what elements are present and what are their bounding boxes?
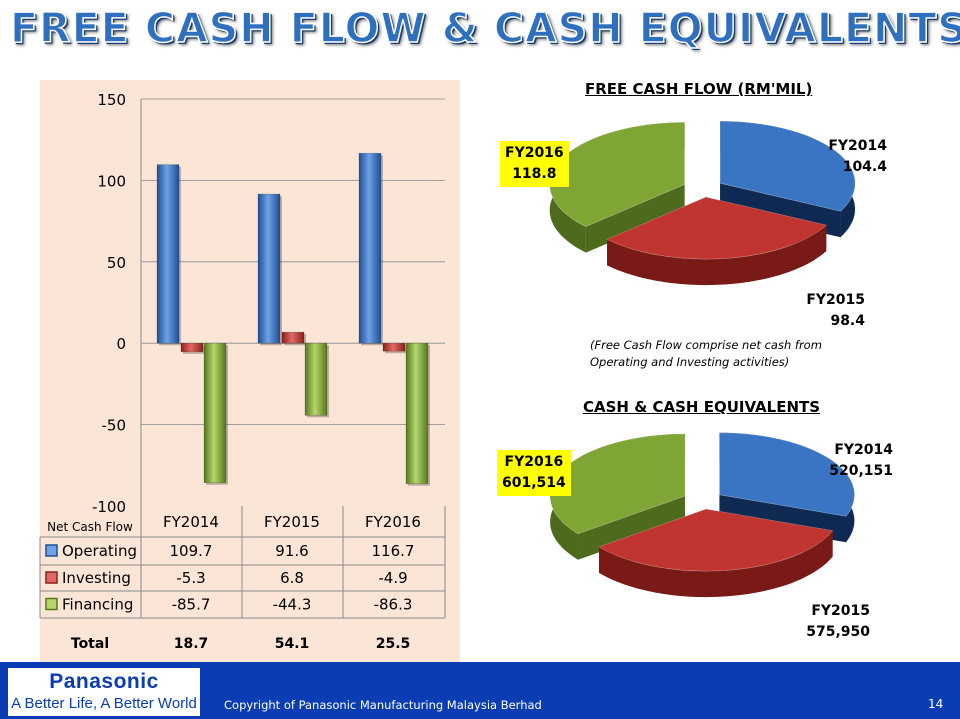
total-label: Total: [71, 636, 109, 652]
cash-slice-side-fy2015: [599, 530, 833, 598]
cash-label-fy2014: FY2014 520,151: [790, 440, 893, 482]
cash-label-fy2014-year: FY2014: [834, 442, 893, 458]
cash-pie-chart: [549, 432, 855, 598]
cash-label-fy2016-value: 601,514: [502, 475, 566, 491]
fcf-slice-fy2014: [719, 120, 856, 212]
data-label: 109.7: [170, 542, 213, 560]
cash-label-fy2014-value: 520,151: [829, 463, 893, 479]
bar-investing-fy2014: [180, 342, 204, 353]
page-number: 14: [928, 697, 944, 711]
fcf-label-fy2015-year: FY2015: [806, 292, 865, 308]
data-label: -86.3: [374, 596, 413, 614]
series-label-operating: Operating: [62, 542, 137, 560]
y-tick-label: -50: [102, 417, 127, 435]
category-label: FY2015: [264, 513, 320, 531]
cash-pie-title: CASH & CASH EQUIVALENTS: [583, 398, 821, 416]
fcf-label-fy2016-year: FY2016: [505, 145, 564, 161]
total-value: 25.5: [376, 636, 411, 652]
data-label: -44.3: [273, 596, 312, 614]
data-label: -4.9: [378, 569, 407, 587]
logo-brand: Panasonic: [49, 670, 159, 693]
page-title: FREE CASH FLOW & CASH EQUIVALENTS: [9, 3, 960, 53]
fcf-label-fy2014: FY2014 104.4: [790, 136, 887, 178]
bar-financing-fy2014: [203, 342, 227, 484]
bar-investing-fy2016: [382, 342, 406, 352]
fcf-note: (Free Cash Flow comprise net cash from O…: [590, 337, 860, 371]
fcf-slice-face-fy2016: [585, 184, 685, 253]
cash-slice-fy2015: [598, 508, 834, 572]
table-row-header: Net Cash Flow: [47, 520, 133, 534]
category-label: FY2016: [365, 513, 421, 531]
bar-investing-fy2015: [281, 331, 305, 344]
fcf-slice-fy2015: [606, 196, 828, 260]
fcf-slice-side-fy2015: [607, 225, 827, 286]
green-legend-icon: [45, 597, 58, 611]
blue-legend-icon: [45, 544, 58, 557]
panasonic-logo: Panasonic A Better Life, A Better World: [8, 668, 200, 716]
data-label: 116.7: [372, 542, 415, 560]
cash-label-fy2015-year: FY2015: [811, 603, 870, 619]
fcf-pie-title: FREE CASH FLOW (RM'MIL): [585, 80, 813, 98]
fcf-label-fy2014-year: FY2014: [828, 138, 887, 154]
bar-financing-fy2016: [405, 342, 429, 484]
cash-label-fy2016-year: FY2016: [504, 454, 564, 470]
series-label-investing: Investing: [62, 569, 131, 587]
fcf-label-fy2015-value: 98.4: [830, 313, 865, 329]
category-label: FY2014: [163, 513, 219, 531]
total-value: 54.1: [275, 636, 310, 652]
data-label: -85.7: [172, 596, 211, 614]
total-value: 18.7: [174, 636, 209, 652]
y-tick-label: -100: [92, 498, 126, 516]
copyright-text: Copyright of Panasonic Manufacturing Mal…: [224, 698, 542, 712]
fcf-label-fy2014-value: 104.4: [842, 159, 887, 175]
bar-operating-fy2014: [156, 164, 180, 344]
fcf-pie-chart: [549, 120, 856, 286]
y-tick-label: 50: [107, 254, 126, 272]
logo-tagline: A Better Life, A Better World: [11, 695, 197, 712]
cash-label-fy2015-value: 575,950: [806, 624, 870, 640]
fcf-note-line2: Operating and Investing activities): [590, 355, 790, 369]
net-cash-flow-chart: 150 100 50 0 -50 -100 Net Cash Flow FY2014 FY201…: [39, 91, 446, 652]
cash-slice-fy2014: [719, 432, 855, 517]
y-tick-label: 150: [97, 91, 126, 109]
y-tick-label: 100: [97, 172, 126, 190]
series-label-financing: Financing: [62, 596, 133, 614]
bar-operating-fy2015: [257, 193, 281, 344]
cash-label-fy2015: FY2015 575,950: [770, 601, 870, 643]
fcf-label-fy2016-value: 118.8: [512, 166, 557, 182]
cash-slice-face-fy2016: [578, 495, 686, 560]
fcf-note-line1: (Free Cash Flow comprise net cash from: [590, 338, 822, 352]
bar-financing-fy2015: [304, 342, 328, 416]
data-label: -5.3: [176, 569, 205, 587]
fcf-label-fy2016: FY2016 118.8: [500, 141, 569, 187]
fcf-label-fy2015: FY2015 98.4: [765, 290, 865, 332]
data-label: 91.6: [275, 542, 308, 560]
data-label: 6.8: [280, 569, 304, 587]
y-tick-label: 0: [116, 335, 126, 353]
cash-label-fy2016: FY2016 601,514: [497, 450, 571, 496]
bar-operating-fy2016: [358, 152, 382, 344]
red-legend-icon: [45, 571, 58, 584]
